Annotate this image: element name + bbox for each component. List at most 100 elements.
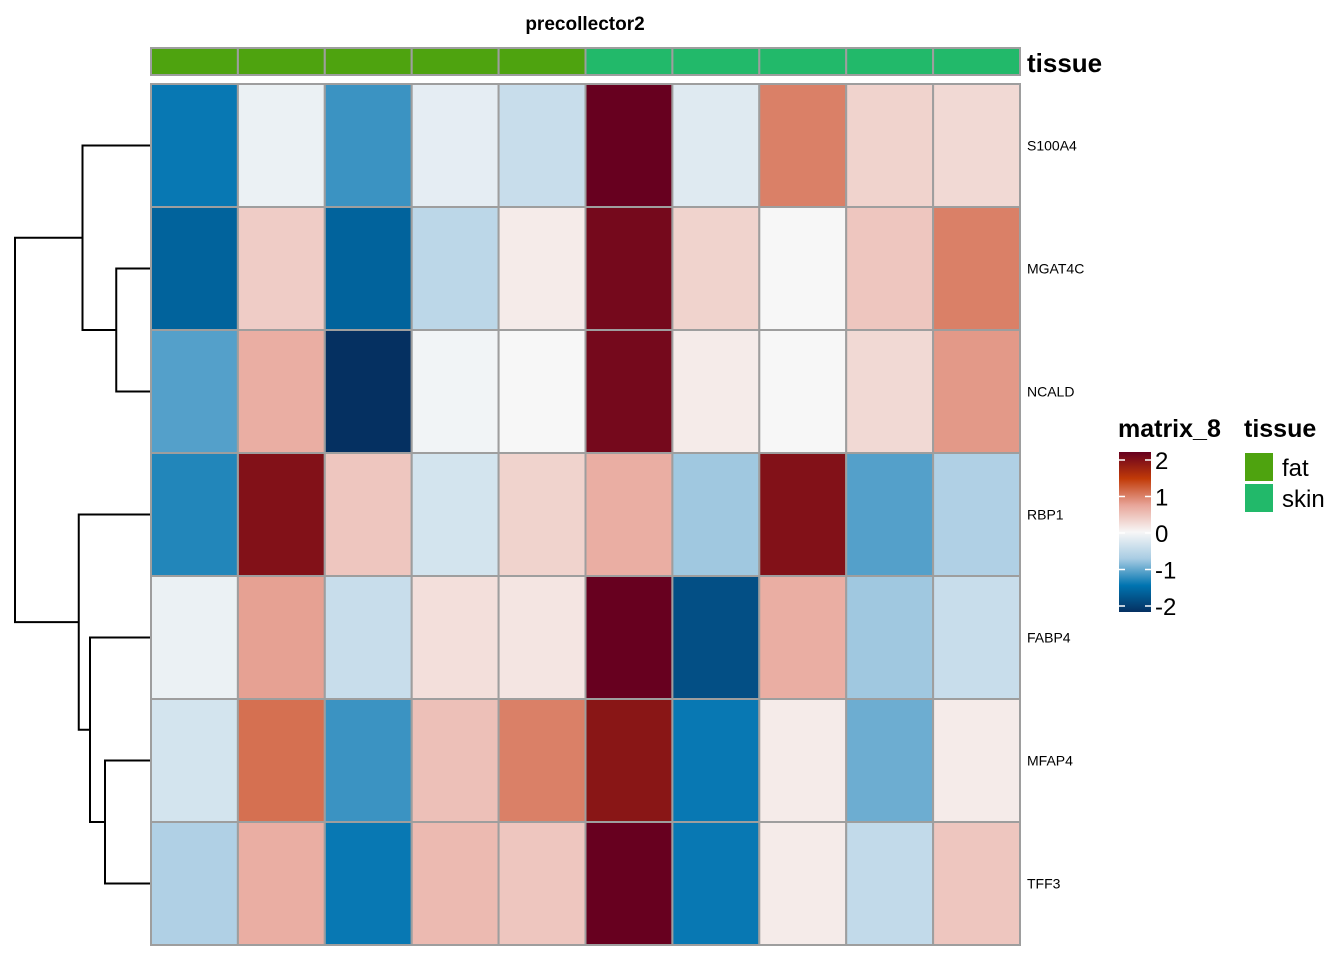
heatmap-cell — [845, 83, 935, 208]
dendrogram-branch — [115, 267, 150, 393]
row-label: RBP1 — [1027, 507, 1064, 523]
heatmap-cell — [758, 83, 848, 208]
heatmap-cells — [150, 83, 1021, 946]
colorbar-ticks: 2 1 0 -1 -2 — [1119, 448, 1176, 621]
annotation-cell-fat — [497, 47, 587, 76]
annotation-label: tissue — [1027, 48, 1102, 78]
heatmap-cell — [150, 821, 239, 946]
heatmap-cell — [758, 329, 848, 454]
row-label: MFAP4 — [1027, 753, 1073, 769]
heatmap-cell — [671, 698, 761, 823]
annotation-cell-skin — [932, 47, 1021, 76]
legend-swatch-fat — [1245, 453, 1273, 481]
heatmap-cell — [323, 821, 413, 946]
heatmap-cell — [497, 698, 587, 823]
heatmap-cell — [758, 698, 848, 823]
heatmap-cell — [671, 575, 761, 700]
colorbar-tick-label: -2 — [1155, 594, 1176, 621]
dendrogram-branch — [89, 636, 150, 823]
heatmap-cell — [845, 452, 935, 577]
colorbar-tick-label: 2 — [1155, 448, 1168, 475]
row-label: MGAT4C — [1027, 261, 1084, 277]
legend-label-skin: skin — [1282, 486, 1325, 513]
heatmap-cell — [236, 329, 326, 454]
annotation-cell-skin — [671, 47, 761, 76]
heatmap-cell — [150, 329, 239, 454]
annotation-cell-fat — [236, 47, 326, 76]
colorbar-title: matrix_8 — [1118, 415, 1221, 443]
heatmap-cell — [584, 206, 674, 331]
annotation-cell-skin — [758, 47, 848, 76]
annotation-cell-fat — [410, 47, 500, 76]
heatmap-cell — [497, 821, 587, 946]
heatmap-cell — [323, 83, 413, 208]
colorbar-tick-label: -1 — [1155, 558, 1176, 585]
heatmap-cell — [932, 575, 1021, 700]
heatmap-cell — [497, 83, 587, 208]
heatmap-cell — [671, 452, 761, 577]
colorbar — [1119, 452, 1151, 612]
annotation-cell-skin — [584, 47, 674, 76]
legend-swatch-skin — [1245, 484, 1273, 512]
heatmap-cell — [584, 575, 674, 700]
row-labels: S100A4 MGAT4C NCALD RBP1 FABP4 MFAP4 TFF3 — [1027, 138, 1084, 892]
heatmap-cell — [845, 329, 935, 454]
heatmap-cell — [323, 206, 413, 331]
chart-title: precollector2 — [525, 14, 644, 35]
heatmap-cell — [845, 575, 935, 700]
heatmap-cell — [410, 329, 500, 454]
legend-label-fat: fat — [1282, 455, 1309, 482]
heatmap-cell — [323, 575, 413, 700]
heatmap-cell — [932, 821, 1021, 946]
heatmap-cell — [150, 452, 239, 577]
heatmap-cell — [584, 83, 674, 208]
annotation-cell-fat — [150, 47, 239, 76]
heatmap-cell — [497, 329, 587, 454]
heatmap-cell — [845, 206, 935, 331]
annotation-legend-title: tissue — [1244, 415, 1316, 443]
dendrogram-branch — [14, 236, 83, 624]
colorbar-tick-label: 0 — [1155, 521, 1168, 548]
heatmap-cell — [410, 452, 500, 577]
heatmap-cell — [150, 575, 239, 700]
heatmap-cell — [932, 329, 1021, 454]
heatmap-cell — [758, 575, 848, 700]
heatmap-cell — [932, 206, 1021, 331]
annotation-cell-fat — [323, 47, 413, 76]
heatmap-cell — [758, 452, 848, 577]
heatmap-cell — [410, 575, 500, 700]
annotation-cell-skin — [845, 47, 935, 76]
heatmap-cell — [584, 452, 674, 577]
heatmap-cell — [236, 698, 326, 823]
heatmap-cell — [671, 83, 761, 208]
heatmap-cell — [497, 206, 587, 331]
heatmap-cell — [584, 329, 674, 454]
heatmap-cell — [236, 575, 326, 700]
heatmap-cell — [932, 452, 1021, 577]
heatmap-cell — [671, 329, 761, 454]
heatmap-cell — [497, 452, 587, 577]
heatmap-cell — [323, 698, 413, 823]
row-label: FABP4 — [1027, 630, 1071, 646]
row-label: NCALD — [1027, 384, 1074, 400]
row-label: S100A4 — [1027, 138, 1077, 154]
heatmap-cell — [845, 698, 935, 823]
heatmap-cell — [323, 329, 413, 454]
heatmap-cell — [758, 206, 848, 331]
tissue-annotation-bar — [150, 47, 1021, 76]
heatmap-cell — [150, 206, 239, 331]
heatmap-cell — [410, 821, 500, 946]
heatmap-cell — [932, 698, 1021, 823]
heatmap-cell — [845, 821, 935, 946]
heatmap-cell — [584, 821, 674, 946]
heatmap-cell — [323, 452, 413, 577]
heatmap-cell — [497, 575, 587, 700]
heatmap-cell — [671, 821, 761, 946]
dendrogram-branch — [104, 759, 150, 885]
heatmap-cell — [236, 821, 326, 946]
heatmap-cell — [236, 83, 326, 208]
heatmap-cell — [410, 698, 500, 823]
row-label: TFF3 — [1027, 876, 1061, 892]
heatmap-cell — [410, 83, 500, 208]
heatmap-cell — [150, 698, 239, 823]
